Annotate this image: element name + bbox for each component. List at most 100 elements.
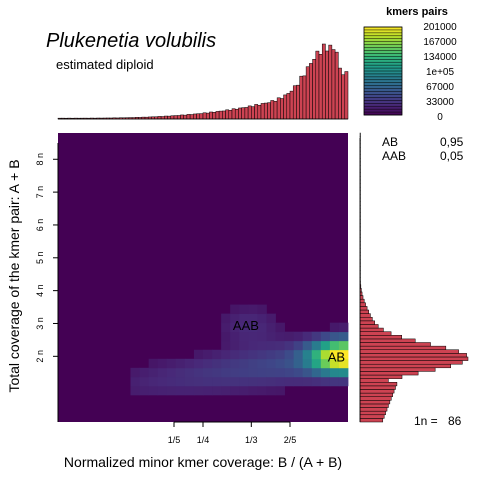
heatmap-cell [175,376,186,387]
right-histogram-bar [359,407,388,412]
right-histogram-bar [359,345,447,351]
top-histogram-bar [344,71,349,120]
heatmap-cell [239,367,249,378]
heatmap-cell [311,349,322,360]
heatmap-cell [320,358,331,369]
heatmap-cell [212,376,222,387]
right-histogram-bar [359,298,365,304]
heatmap-cell [239,322,249,333]
heatmap-cell [239,313,249,324]
right-histogram-bar [359,414,385,419]
legend-swatch [364,38,402,42]
heatmap-cell [239,376,249,387]
heatmap-cell [221,367,231,378]
top-histogram-bar [251,106,255,120]
heatmap-cell [302,376,313,387]
heatmap-cell [148,358,159,369]
legend-swatch [364,94,402,98]
top-histogram-bar [225,109,230,120]
top-histogram-bar [205,112,210,120]
heatmap-cell [130,367,140,378]
heatmap-cell [221,331,231,342]
heatmap-cell [203,349,213,360]
heatmap-cell [212,367,222,378]
heatmap-cell [275,367,285,378]
heatmap-cell [329,331,340,342]
heatmap-cell [175,367,186,378]
top-histogram-bar [292,85,297,120]
top-histogram-bar [341,74,346,120]
heatmap-cell [311,376,322,387]
heatmap-cell [329,340,340,351]
right-histogram-bar [359,313,371,318]
heatmap-cell [239,358,249,369]
heatmap-cell [302,340,313,351]
heatmap-cell [157,376,168,387]
top-histogram-bar [309,63,313,120]
heatmap-cell [293,376,304,387]
heatmap-cell [329,322,340,333]
right-histogram-bar [359,349,459,354]
top-histogram-bar [164,115,168,120]
heatmap-cell [248,349,258,360]
y-tick-label: 6 n [35,219,45,232]
heatmap-cell [266,376,276,387]
heatmap-cell [193,367,204,378]
top-histogram-bar [209,111,213,120]
legend-tick-label: 67000 [426,82,454,93]
heatmap-cell [293,358,304,369]
right-histogram-bar [359,410,386,416]
heatmap-cell [248,304,258,315]
top-histogram-bar [267,102,271,120]
top-histogram-bar [199,113,204,120]
right-histogram-bar [359,324,379,329]
right-histogram-bar [359,335,402,340]
legend-tick-label: 167000 [423,37,457,48]
right-histogram-bar [359,309,369,314]
legend-swatch [364,50,402,54]
right-histogram-bar [359,400,391,405]
legend-swatch [364,59,402,63]
heatmap-cell [275,358,285,369]
heatmap-cell [203,376,213,387]
heatmap-cell [130,376,140,387]
legend-swatch [364,109,402,113]
top-histogram-bar [321,43,326,120]
heatmap-cell [320,349,331,360]
top-histogram-bar [215,111,220,120]
heatmap-cell [266,340,276,351]
legend-swatch [364,100,402,104]
legend-swatch [364,53,402,57]
right-histogram-bar [359,396,392,401]
heatmap-cell [184,367,195,378]
heatmap-cell [338,322,349,333]
axes: 2 n 3 n 4 n 5 n 6 n 7 n 8 n 1/5 1/4 1/3 2/5 [35,143,296,445]
y-tick-label: 7 n [35,186,45,199]
top-histogram-bar [325,50,329,120]
heatmap-cell [302,367,313,378]
legend-tick-label: 134000 [423,52,457,63]
top-histogram-bar [273,101,278,120]
right-histogram-bar [359,367,436,372]
heatmap-cell [239,340,249,351]
heatmap-cell [248,367,258,378]
legend-swatch [364,41,402,45]
top-histogram-bar [186,114,191,120]
right-histogram-bar [359,342,431,347]
right-histogram-bar [359,363,451,369]
proportion-label-ab: AB [382,135,398,149]
right-histogram [359,132,469,423]
right-histogram-bar [359,392,393,397]
top-histogram-bar [302,75,307,120]
top-histogram-bar [247,105,252,120]
heatmap-cell [257,358,267,369]
top-histogram-bar [296,84,300,120]
heatmap-cell [320,376,331,387]
heatmap-cell [248,340,258,351]
heatmap-cell [230,322,240,333]
heatmap-cell [139,367,150,378]
legend-tick-label: 0 [437,112,443,123]
one-n-label: 1n = [414,414,438,428]
heatmap-cell [221,322,231,333]
top-histogram-bar [189,114,194,120]
